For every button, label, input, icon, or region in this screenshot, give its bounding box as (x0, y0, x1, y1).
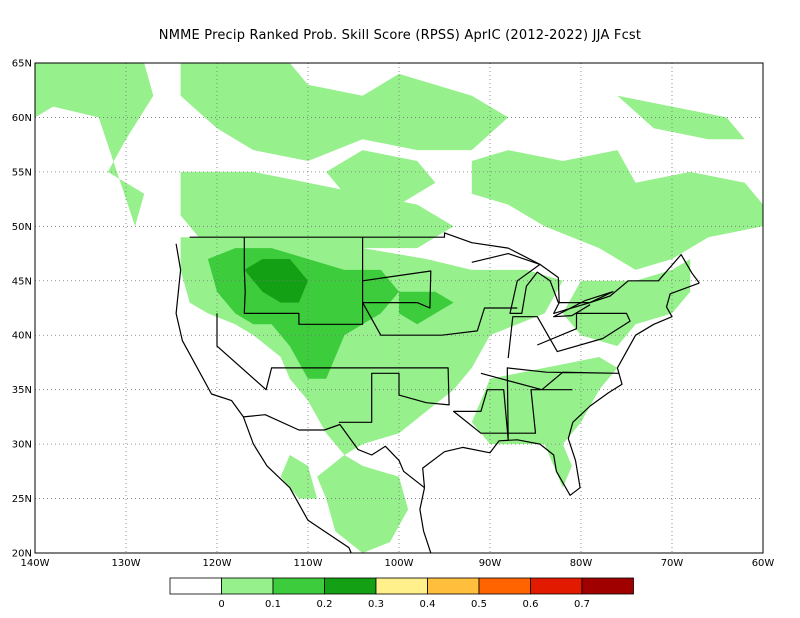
skill-region-bc-alberta (180, 171, 454, 249)
legend-label: 0 (218, 599, 224, 610)
longitude-labels: 140W 130W 120W 110W 100W 90W 80W 70W 60W (21, 558, 775, 569)
map-title: NMME Precip Ranked Prob. Skill Score (RP… (158, 28, 642, 43)
legend-swatch (478, 577, 531, 595)
lat-label: 45N (12, 276, 32, 287)
lon-label: 100W (385, 558, 414, 569)
legend-swatch (581, 577, 634, 595)
state-lines-northeast (507, 312, 631, 359)
legend-swatch (272, 577, 325, 595)
skill-region-alaska-canada-west (35, 63, 154, 227)
lat-label: 40N (12, 331, 32, 342)
lat-label: 65N (12, 59, 32, 70)
legend-label: 0.6 (523, 599, 539, 610)
lon-label: 110W (294, 558, 323, 569)
legend-label: 0.7 (574, 599, 590, 610)
us-mexico-border (243, 414, 425, 489)
mexico-gulf-coast (419, 487, 432, 553)
lon-label: 80W (570, 558, 593, 569)
lat-label: 60N (12, 113, 32, 124)
lon-label: 130W (112, 558, 141, 569)
color-legend: 0 0.1 0.2 0.3 0.4 0.5 0.6 0.7 (169, 577, 634, 610)
state-lines-east (453, 367, 619, 441)
us-canada-border (189, 232, 700, 314)
skill-region-central-plains (399, 291, 454, 325)
boundary-layer (175, 232, 700, 553)
gulf-atlantic-coast (422, 282, 700, 496)
lon-label: 140W (21, 558, 50, 569)
map-frame (34, 62, 764, 554)
lat-label: 30N (12, 440, 32, 451)
skill-region-labrador (617, 95, 745, 140)
legend-swatch (375, 577, 428, 595)
lon-label: 60W (752, 558, 775, 569)
legend-label: 0.2 (317, 599, 333, 610)
lat-label: 55N (12, 167, 32, 178)
state-lines-plains (362, 270, 518, 336)
great-lakes (471, 253, 614, 318)
lon-label: 70W (661, 558, 684, 569)
lat-label: 25N (12, 494, 32, 505)
skill-shading-layer (35, 63, 763, 553)
lon-label: 90W (479, 558, 502, 569)
legend-swatch (530, 577, 583, 595)
latitude-labels: 65N 60N 55N 50N 45N 40N 35N 30N 25N 20N (12, 59, 32, 560)
legend-label: 0.4 (420, 599, 436, 610)
skill-region-mexico (317, 455, 409, 553)
lat-label: 50N (12, 222, 32, 233)
legend-label: 0.5 (471, 599, 487, 610)
skill-region-hudson-east (471, 150, 763, 270)
skill-region-southeast-us (471, 357, 618, 488)
west-coast (175, 243, 352, 553)
legend-swatch (427, 577, 480, 595)
legend-label: 0.3 (368, 599, 384, 610)
legend-swatch (169, 577, 222, 595)
legend-label: 0.1 (265, 599, 281, 610)
lon-label: 120W (203, 558, 232, 569)
lat-label: 35N (12, 385, 32, 396)
skill-region-canada-north-central (180, 63, 509, 161)
skill-region-idaho-montana (244, 259, 308, 303)
legend-swatch (324, 577, 377, 595)
state-lines-mid (216, 313, 450, 423)
skill-region-canada-prairies (326, 150, 436, 205)
legend-swatch (221, 577, 274, 595)
lat-label: 20N (12, 549, 32, 560)
